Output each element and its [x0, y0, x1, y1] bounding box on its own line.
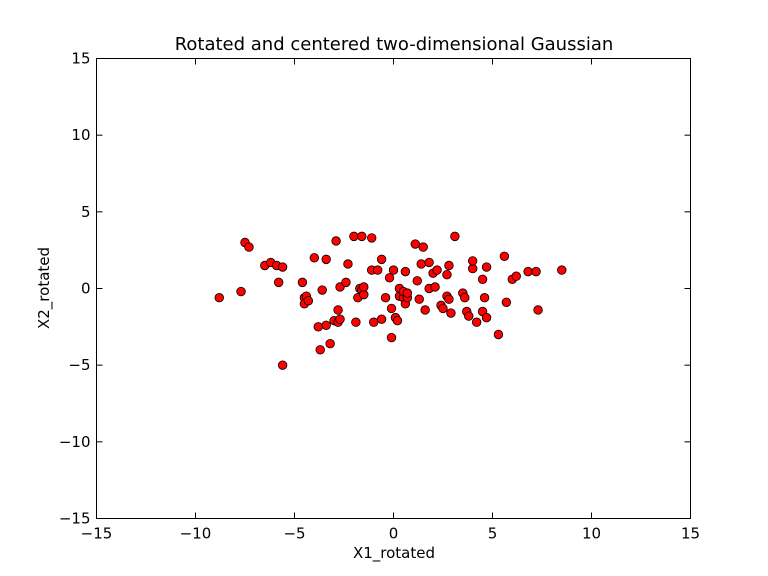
data-point — [343, 259, 353, 269]
data-point — [501, 297, 512, 308]
data-point — [333, 305, 343, 315]
data-point — [477, 274, 488, 285]
data-point — [450, 231, 460, 242]
data-point — [511, 271, 521, 281]
data-point — [325, 339, 335, 349]
data-point — [533, 305, 543, 315]
data-point — [321, 320, 331, 331]
data-point — [493, 329, 504, 340]
data-point — [244, 242, 254, 252]
y-axis-label: X2_rotated — [35, 247, 54, 329]
data-point — [335, 314, 345, 324]
data-points — [214, 231, 567, 370]
data-point — [214, 293, 224, 303]
data-point — [531, 266, 541, 277]
data-point — [430, 282, 440, 292]
y-tick-label: 5 — [81, 203, 91, 221]
data-point — [460, 293, 470, 303]
data-point — [481, 312, 492, 323]
data-point — [432, 265, 442, 275]
x-tick-label: 10 — [582, 525, 601, 543]
data-point — [523, 266, 533, 277]
x-tick-label: 0 — [389, 525, 399, 543]
x-tick-label: 15 — [681, 525, 700, 543]
data-point — [380, 293, 391, 303]
data-point — [367, 233, 377, 243]
data-point — [321, 254, 331, 265]
data-point — [392, 316, 403, 326]
data-point — [479, 293, 490, 303]
data-point — [499, 251, 510, 261]
data-point — [341, 277, 351, 288]
data-point — [376, 254, 387, 265]
data-point — [438, 303, 448, 314]
data-point — [442, 270, 452, 280]
data-point — [414, 294, 424, 304]
data-point — [481, 262, 492, 272]
data-point — [386, 303, 397, 314]
data-point — [309, 253, 320, 263]
data-point — [416, 259, 426, 269]
y-tick-label: −5 — [68, 356, 90, 374]
y-tick-label: −15 — [59, 510, 91, 528]
data-point — [236, 286, 246, 297]
data-point — [388, 265, 399, 275]
y-tick-label: 0 — [81, 280, 91, 298]
data-point — [386, 332, 397, 343]
data-point — [424, 257, 434, 268]
chart-title: Rotated and centered two-dimensional Gau… — [175, 34, 614, 55]
x-tick-label: −10 — [180, 525, 212, 543]
data-point — [359, 282, 369, 292]
data-point — [277, 360, 288, 370]
x-tick-label: −15 — [81, 525, 113, 543]
data-point — [471, 317, 482, 327]
data-point — [418, 242, 428, 252]
x-tick-label: −5 — [283, 525, 305, 543]
data-point — [349, 231, 359, 242]
y-tick-label: 15 — [71, 50, 90, 68]
data-point — [410, 239, 420, 249]
data-point — [357, 231, 367, 242]
data-point — [412, 276, 422, 286]
data-point — [369, 317, 379, 327]
data-point — [273, 277, 284, 288]
data-point — [351, 317, 361, 327]
data-point — [384, 273, 395, 283]
y-tick-label: −10 — [59, 433, 91, 451]
data-point — [315, 345, 325, 355]
x-axis-ticks: −15 −10 −5 0 5 10 15 — [81, 58, 700, 543]
data-point — [372, 265, 383, 275]
data-point — [468, 256, 478, 266]
data-point — [331, 236, 341, 246]
y-tick-label: 10 — [71, 126, 90, 144]
x-axis-label: X1_rotated — [353, 544, 435, 563]
data-point — [557, 265, 567, 275]
data-point — [444, 260, 454, 271]
data-point — [376, 314, 387, 324]
data-point — [317, 285, 327, 295]
data-point — [313, 322, 323, 332]
data-point — [420, 305, 430, 315]
data-point — [464, 311, 474, 321]
data-point — [400, 266, 411, 277]
x-tick-label: 5 — [488, 525, 498, 543]
data-point — [277, 262, 288, 272]
data-point — [446, 308, 456, 318]
data-point — [402, 288, 413, 298]
data-point — [297, 277, 308, 288]
y-axis-ticks: −15 −10 −5 0 5 10 15 — [59, 50, 691, 528]
data-point — [303, 296, 314, 306]
data-point — [444, 294, 454, 304]
plot-area-frame — [96, 58, 691, 519]
